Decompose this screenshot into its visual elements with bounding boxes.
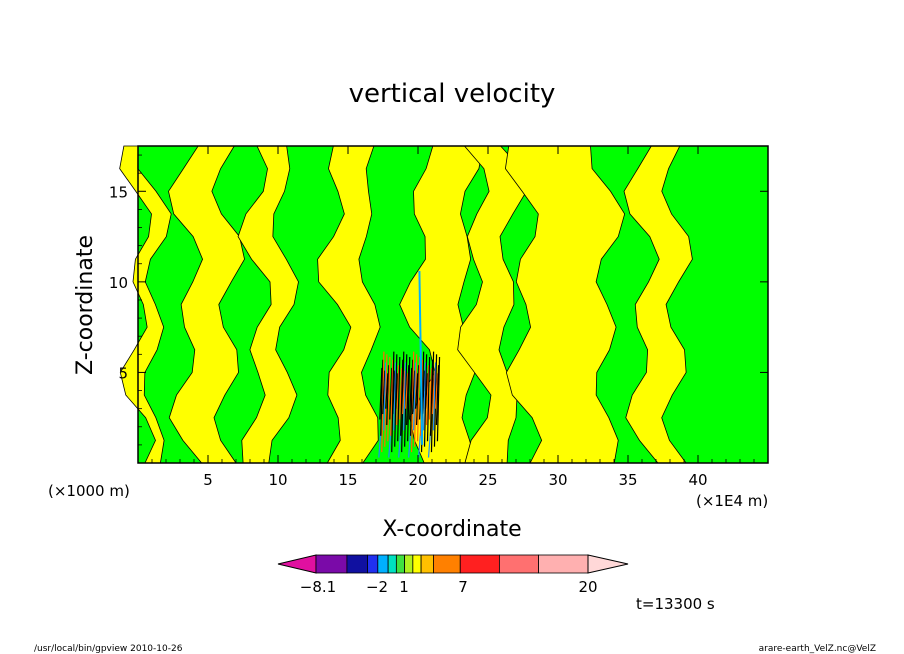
colorbar-labels: −8.1 −2 1 7 20 [300, 578, 598, 596]
storm-streak [382, 370, 386, 415]
x-axis-ticks: 5 10 15 20 25 30 35 40 [151, 146, 755, 489]
colorbar-segment [315, 554, 348, 574]
x-axis-label: X-coordinate [382, 517, 521, 542]
footer-left: /usr/local/bin/gpview 2010-10-26 [34, 644, 183, 654]
storm-streak [432, 362, 437, 431]
time-label: t=13300 s [636, 595, 715, 613]
plot-frame [137, 145, 769, 464]
colorbar [277, 554, 629, 574]
x-tick-label: 25 [478, 471, 497, 489]
x-unit-note: (×1000 m) [48, 482, 130, 500]
y-tick-label: 10 [109, 274, 128, 292]
colorbar-segment [498, 554, 539, 574]
storm-streak [424, 373, 429, 409]
y-tick-label: 5 [118, 364, 128, 382]
x-tick-label: 15 [338, 471, 357, 489]
x-tick-label: 10 [268, 471, 287, 489]
colorbar-segment [412, 554, 422, 574]
storm-streak [395, 373, 399, 409]
storm-streak [407, 357, 411, 442]
storm-streak [397, 357, 401, 442]
storm-streak [428, 367, 433, 420]
storm-streak [411, 370, 416, 415]
chart-title: vertical velocity [349, 79, 556, 109]
storm-streak [415, 365, 420, 425]
y-axis-ticks: 5 10 15 [109, 154, 768, 446]
storm-streak [406, 365, 410, 425]
storm-streak [426, 357, 431, 442]
colorbar-segment [387, 554, 397, 574]
storm-streak [416, 357, 421, 442]
storm-streak [380, 359, 384, 436]
storm-streak [393, 362, 397, 431]
y-tick-label: 15 [109, 183, 128, 201]
storm-streak [409, 367, 413, 420]
colorbar-min-arrow [277, 554, 317, 574]
colorbar-segment [404, 554, 414, 574]
storm-streak [434, 373, 439, 409]
storm-core [378, 270, 441, 458]
footer-right: arare-earth_VelZ.nc@VelZ [759, 644, 876, 654]
storm-streak [392, 370, 396, 415]
colorbar-segment [459, 554, 500, 574]
colorbar-label: −8.1 [300, 578, 336, 596]
colorbar-segment [420, 554, 434, 574]
x-tick-label: 20 [408, 471, 427, 489]
storm-streak [396, 365, 400, 425]
storm-streak [412, 362, 417, 431]
storm-streak [399, 367, 403, 420]
storm-streak [410, 359, 414, 436]
x-tick-label: 35 [618, 471, 637, 489]
x-scale-note: (×1E4 m) [696, 492, 768, 510]
updraft-core [418, 270, 424, 445]
y-axis-label: Z-coordinate [73, 235, 98, 375]
colorbar-segment [346, 554, 368, 574]
colorbar-label: 1 [399, 578, 409, 596]
colorbar-label: 7 [458, 578, 468, 596]
storm-streak [379, 367, 383, 420]
colorbar-segment [367, 554, 379, 574]
storm-streak [400, 359, 404, 436]
contour-bands [119, 145, 693, 464]
x-tick-label: 40 [688, 471, 707, 489]
colorbar-label: −2 [366, 578, 388, 596]
storm-streak [403, 362, 407, 431]
storm-streak [429, 359, 434, 436]
storm-streak [436, 357, 441, 442]
colorbar-max-arrow [587, 554, 629, 574]
storm-streak [435, 365, 440, 425]
storm-streak [390, 359, 394, 436]
plot-area [119, 145, 769, 464]
storm-streak [414, 373, 419, 409]
x-tick-label: 5 [203, 471, 213, 489]
colorbar-segment [433, 554, 461, 574]
storm-streak [385, 373, 389, 409]
storm-streak [421, 370, 426, 415]
colorbar-segment [395, 554, 406, 574]
storm-streak [405, 373, 409, 409]
storm-streak [386, 365, 390, 425]
storm-streak [422, 362, 427, 431]
storm-streak [425, 365, 430, 425]
storm-streak [431, 370, 436, 415]
storm-streak [387, 357, 391, 442]
storm-streak [389, 367, 393, 420]
colorbar-label: 20 [578, 578, 597, 596]
x-tick-label: 30 [548, 471, 567, 489]
colorbar-segment [538, 554, 589, 574]
storm-streak [383, 362, 387, 431]
colorbar-segment [377, 554, 389, 574]
storm-streak [402, 370, 406, 415]
